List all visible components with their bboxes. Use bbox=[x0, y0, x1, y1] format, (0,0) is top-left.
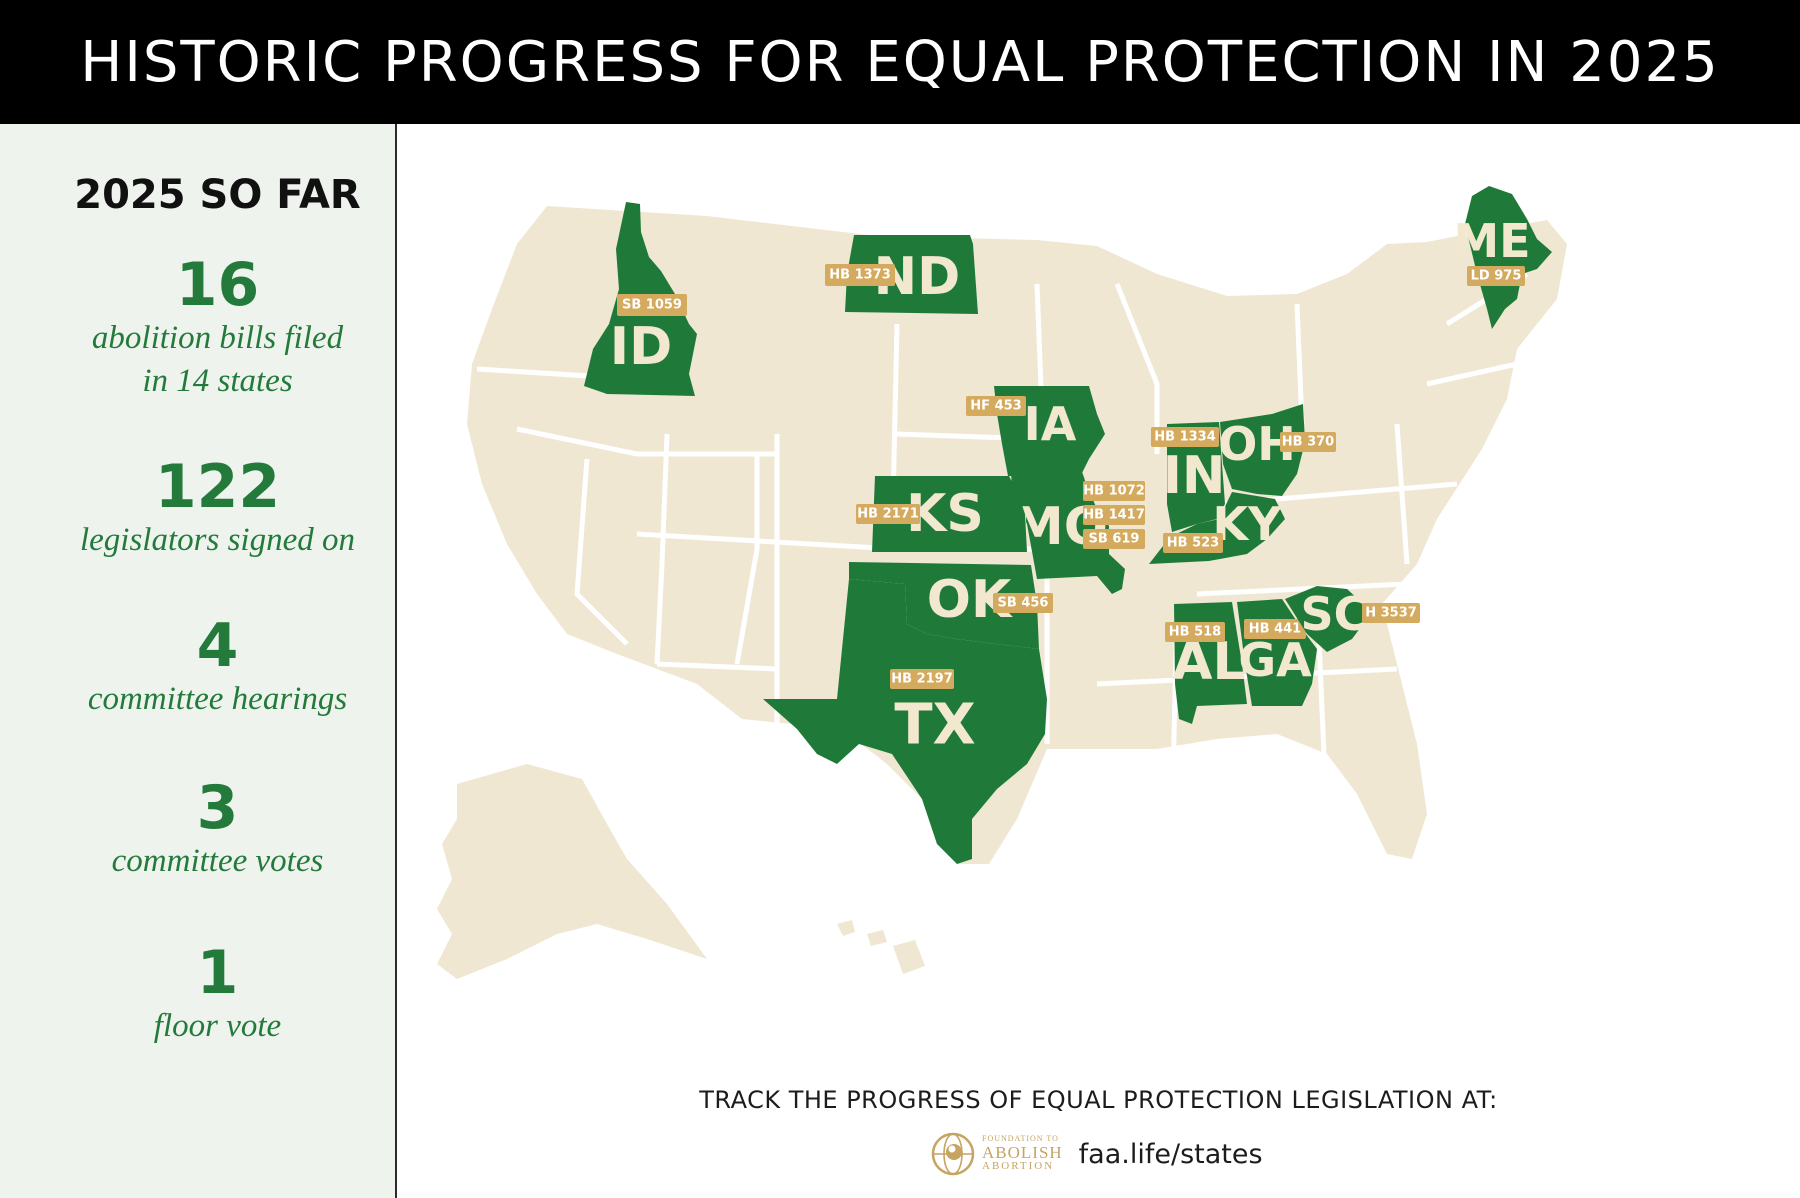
bill-label: HB 1417 bbox=[1083, 508, 1145, 523]
state-shape-nd bbox=[845, 235, 978, 314]
state-abbr: IN bbox=[1163, 446, 1226, 506]
bill-tag bbox=[1083, 529, 1145, 549]
stat-description: committee hearings bbox=[87, 681, 348, 717]
stat-description: legislators signed on bbox=[79, 522, 355, 558]
state-shape-mo bbox=[1011, 466, 1125, 594]
us-map-panel: ID SB 1059 ND HB 1373 ME LD 975 IA H bbox=[397, 124, 1800, 1198]
state-nd: ND HB 1373 bbox=[825, 235, 978, 314]
bill-tag bbox=[1244, 619, 1306, 639]
state-shape-oh bbox=[1220, 404, 1305, 496]
org-name-line: FOUNDATION TO bbox=[982, 1134, 1059, 1144]
hawaii-island bbox=[837, 920, 855, 936]
bill-tag bbox=[1163, 533, 1223, 553]
hawaii-island bbox=[893, 940, 925, 974]
bill-label: SB 619 bbox=[1089, 532, 1140, 547]
stat-description: committee votes bbox=[111, 843, 324, 879]
bill-tag bbox=[966, 396, 1026, 416]
state-abbr: GA bbox=[1238, 633, 1312, 687]
state-shape-ks bbox=[872, 476, 1027, 552]
state-shape-sc bbox=[1285, 586, 1372, 652]
bill-tag bbox=[890, 669, 954, 689]
state-ky: KY HB 523 bbox=[1149, 492, 1285, 564]
stat-number: 4 bbox=[196, 611, 239, 681]
org-name: FOUNDATION TO ABOLISH ABORTION bbox=[982, 1134, 1063, 1173]
bill-label: SB 456 bbox=[998, 596, 1049, 611]
bill-tag bbox=[617, 294, 687, 316]
state-shape-ok bbox=[849, 562, 1039, 649]
state-shape-in bbox=[1167, 422, 1225, 532]
state-mo: MO HB 1072 HB 1417 SB 619 bbox=[1011, 466, 1145, 594]
stat-description: in 14 states bbox=[142, 362, 293, 399]
state-abbr: TX bbox=[894, 693, 975, 758]
stat-bills-filed: 16 abolition bills filed in 14 states bbox=[0, 254, 435, 403]
org-name-line: ABOLISH bbox=[982, 1142, 1063, 1162]
state-abbr: SC bbox=[1301, 587, 1368, 641]
bill-tag bbox=[993, 593, 1053, 613]
stat-number: 1 bbox=[196, 938, 239, 1008]
highlighted-states: ID SB 1059 ND HB 1373 ME LD 975 IA H bbox=[584, 186, 1552, 864]
bill-label: HB 2171 bbox=[857, 507, 919, 522]
header-bar: HISTORIC PROGRESS FOR EQUAL PROTECTION I… bbox=[0, 0, 1800, 124]
hawaii-island bbox=[867, 930, 887, 946]
sidebar-title: 2025 SO FAR bbox=[74, 172, 361, 218]
alaska-land bbox=[437, 764, 707, 979]
bill-tag bbox=[856, 504, 920, 524]
stats-sidebar: 2025 SO FAR 16 abolition bills filed in … bbox=[0, 124, 397, 1198]
page-title: HISTORIC PROGRESS FOR EQUAL PROTECTION I… bbox=[80, 29, 1720, 95]
stat-number: 16 bbox=[175, 250, 260, 320]
state-abbr: ID bbox=[610, 317, 673, 377]
bill-tag bbox=[1467, 266, 1525, 286]
us-map: ID SB 1059 ND HB 1373 ME LD 975 IA H bbox=[437, 186, 1567, 979]
stat-number: 122 bbox=[154, 452, 281, 522]
globe-fetus-icon bbox=[931, 1132, 975, 1176]
bill-label: HB 370 bbox=[1282, 435, 1334, 450]
track-progress-text: TRACK THE PROGRESS OF EQUAL PROTECTION L… bbox=[699, 1086, 1498, 1114]
state-abbr: KY bbox=[1213, 497, 1283, 551]
bill-tag bbox=[1362, 603, 1420, 623]
website-link[interactable]: faa.life/states bbox=[1078, 1138, 1263, 1170]
state-al: AL HB 518 bbox=[1165, 602, 1247, 724]
stat-committee-hearings: 4 committee hearings bbox=[0, 615, 435, 721]
bill-label: HB 518 bbox=[1169, 625, 1221, 640]
stat-number: 3 bbox=[196, 773, 239, 843]
bill-tag bbox=[825, 264, 895, 286]
bill-tag bbox=[1280, 432, 1336, 452]
stat-floor-vote: 1 floor vote bbox=[0, 942, 435, 1048]
bill-label: HB 1072 bbox=[1083, 484, 1145, 499]
bill-label: HB 1373 bbox=[829, 268, 891, 283]
state-me: ME LD 975 bbox=[1453, 186, 1552, 329]
stat-description: floor vote bbox=[153, 1008, 282, 1044]
bill-tag bbox=[1151, 427, 1219, 447]
state-abbr: ME bbox=[1453, 214, 1530, 268]
state-ga: GA HB 441 bbox=[1237, 599, 1317, 706]
state-oh: OH HB 370 bbox=[1218, 404, 1336, 496]
state-tx: TX HB 2197 bbox=[763, 579, 1047, 864]
state-sc: SC H 3537 bbox=[1285, 586, 1420, 652]
state-shape-me bbox=[1465, 186, 1552, 329]
bill-label: H 3537 bbox=[1365, 606, 1417, 621]
bill-label: HB 441 bbox=[1249, 622, 1301, 637]
stat-description: abolition bills filed bbox=[91, 320, 344, 356]
state-in: IN HB 1334 bbox=[1151, 422, 1225, 532]
bill-label: HF 453 bbox=[970, 399, 1021, 414]
bill-label: HB 2197 bbox=[891, 672, 953, 687]
bill-tag bbox=[1165, 622, 1225, 642]
state-id: ID SB 1059 bbox=[584, 202, 697, 396]
org-name-line: ABORTION bbox=[982, 1160, 1055, 1173]
footer-logo-row: FOUNDATION TO ABOLISH ABORTION faa.life/… bbox=[930, 1130, 1263, 1178]
bill-label: SB 1059 bbox=[622, 298, 682, 313]
bill-label: HB 523 bbox=[1167, 536, 1219, 551]
bill-label: LD 975 bbox=[1471, 269, 1522, 284]
org-logo: FOUNDATION TO ABOLISH ABORTION bbox=[930, 1131, 1063, 1177]
bill-label: HB 1334 bbox=[1154, 430, 1216, 445]
state-ks: KS HB 2171 bbox=[856, 476, 1027, 552]
bill-tag bbox=[1083, 505, 1145, 525]
state-ok: OK SB 456 bbox=[849, 562, 1053, 649]
state-shape-tx bbox=[763, 579, 1047, 864]
stat-legislators: 122 legislators signed on bbox=[0, 456, 435, 562]
state-ia: IA HF 453 bbox=[966, 386, 1105, 479]
stat-committee-votes: 3 committee votes bbox=[0, 777, 435, 883]
bill-tag bbox=[1083, 481, 1145, 501]
state-abbr: IA bbox=[1024, 397, 1077, 451]
